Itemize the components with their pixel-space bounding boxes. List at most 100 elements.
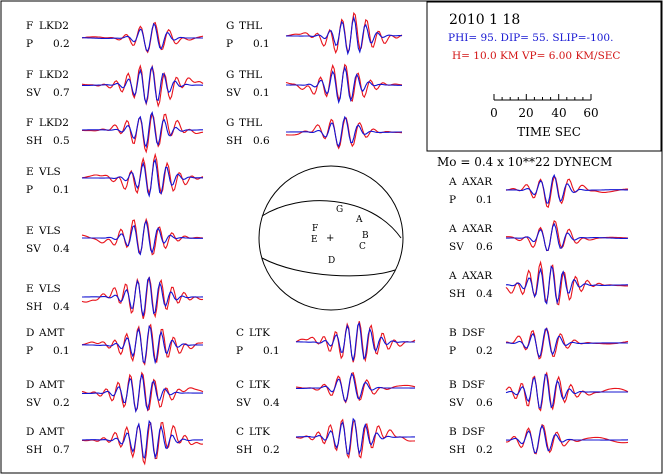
station-panel-dsf-sv: B DSF SV 0.6 bbox=[449, 371, 629, 412]
station-panel-vls-p: E VLS P 0.1 bbox=[26, 152, 204, 198]
synthetic-waveform bbox=[296, 321, 415, 361]
synthetic-waveform bbox=[82, 158, 204, 198]
mechanism-parameters: PHI= 95. DIP= 55. SLIP=-100. bbox=[448, 32, 613, 44]
station-panel-dsf-p: B DSF P 0.2 bbox=[449, 327, 629, 360]
station-letter-e: E bbox=[311, 235, 318, 245]
component-label: P bbox=[26, 184, 33, 196]
station-code: A bbox=[448, 270, 457, 282]
amplitude-label: 0.1 bbox=[253, 87, 270, 99]
synthetic-waveform bbox=[505, 265, 628, 305]
synthetic-waveform bbox=[505, 173, 629, 204]
synthetic-waveform bbox=[82, 374, 203, 414]
station-panel-lkd2-p: F LKD2 P 0.2 bbox=[26, 20, 204, 54]
station-name: THL bbox=[239, 69, 262, 81]
component-label: P bbox=[26, 38, 33, 50]
amplitude-label: 0.2 bbox=[53, 38, 70, 50]
component-label: SH bbox=[26, 135, 42, 147]
amplitude-label: 0.4 bbox=[476, 288, 493, 300]
station-letter-c: C bbox=[359, 242, 366, 252]
time-tick-0: 0 bbox=[490, 106, 498, 120]
station-panel-thl-p: G THL P 0.1 bbox=[226, 11, 403, 56]
component-label: SH bbox=[449, 444, 465, 456]
station-name: LKD2 bbox=[39, 20, 69, 32]
time-tick-40: 40 bbox=[551, 106, 566, 120]
amplitude-label: 0.4 bbox=[263, 397, 280, 409]
component-label: SV bbox=[449, 241, 464, 253]
event-date: 2010 1 18 bbox=[449, 12, 520, 28]
station-code: E bbox=[26, 283, 34, 295]
amplitude-label: 0.7 bbox=[53, 444, 70, 456]
time-tick-20: 20 bbox=[518, 106, 533, 120]
station-name: LTK bbox=[249, 426, 270, 438]
station-code: A bbox=[448, 176, 457, 188]
amplitude-label: 0.7 bbox=[53, 87, 70, 99]
observed-waveform bbox=[285, 11, 403, 55]
synthetic-waveform bbox=[506, 424, 629, 454]
station-name: AMT bbox=[38, 379, 64, 391]
amplitude-label: 0.1 bbox=[263, 345, 280, 357]
time-axis-label: TIME SEC bbox=[517, 125, 581, 139]
station-name: VLS bbox=[38, 225, 61, 237]
synthetic-waveform bbox=[82, 325, 203, 365]
station-name: AXAR bbox=[461, 223, 493, 235]
station-name: AXAR bbox=[461, 176, 493, 188]
station-name: VLS bbox=[38, 283, 61, 295]
amplitude-label: 0.1 bbox=[53, 184, 70, 196]
station-code: D bbox=[26, 379, 34, 391]
component-label: SV bbox=[26, 243, 41, 255]
observed-waveform bbox=[505, 371, 629, 412]
component-label: SH bbox=[226, 135, 242, 147]
synthetic-waveform bbox=[286, 115, 403, 148]
observed-waveform bbox=[505, 327, 629, 360]
station-code: E bbox=[26, 225, 34, 237]
station-name: AMT bbox=[38, 426, 64, 438]
station-panel-vls-sv: E VLS SV 0.4 bbox=[26, 217, 204, 256]
observed-waveform bbox=[505, 423, 629, 455]
nodal-plane-1 bbox=[261, 200, 402, 239]
amplitude-label: 0.2 bbox=[263, 444, 280, 456]
station-code: G bbox=[226, 69, 234, 81]
synthetic-waveform bbox=[296, 417, 415, 456]
station-panel-vls-sh: E VLS SH 0.4 bbox=[26, 276, 204, 319]
synthetic-waveform bbox=[506, 327, 628, 359]
observed-waveform bbox=[81, 64, 204, 108]
header-box: 2010 1 18 PHI= 95. DIP= 55. SLIP=-100. H… bbox=[426, 1, 662, 152]
component-label: SV bbox=[226, 87, 241, 99]
station-code: C bbox=[236, 379, 244, 391]
station-panel-ltk-sv: C LTK SV 0.4 bbox=[236, 372, 416, 409]
nodal-plane-2 bbox=[261, 257, 396, 277]
component-label: SV bbox=[236, 397, 251, 409]
synthetic-waveform bbox=[82, 276, 203, 317]
synthetic-waveform bbox=[286, 15, 403, 56]
amplitude-label: 0.6 bbox=[476, 241, 493, 253]
amplitude-label: 0.2 bbox=[476, 345, 493, 357]
amplitude-label: 0.4 bbox=[53, 243, 70, 255]
synthetic-waveform bbox=[506, 222, 629, 252]
station-code: F bbox=[26, 69, 33, 81]
station-name: LKD2 bbox=[39, 69, 69, 81]
synthetic-waveform bbox=[296, 372, 415, 403]
synthetic-waveform bbox=[81, 419, 204, 460]
station-letter-b: B bbox=[362, 231, 369, 241]
amplitude-label: 0.1 bbox=[476, 194, 493, 206]
station-panel-ltk-sh: C LTK SH 0.2 bbox=[236, 417, 416, 460]
station-code: G bbox=[226, 117, 234, 129]
synthetic-waveform bbox=[81, 111, 203, 149]
component-label: P bbox=[449, 345, 456, 357]
time-tick-60: 60 bbox=[583, 106, 598, 120]
station-code: C bbox=[236, 327, 244, 339]
amplitude-label: 0.6 bbox=[253, 135, 270, 147]
station-code: D bbox=[26, 327, 34, 339]
observed-waveform bbox=[506, 220, 629, 252]
station-name: DSF bbox=[462, 327, 485, 339]
station-panel-dsf-sh: B DSF SH 0.2 bbox=[449, 423, 629, 456]
observed-waveform bbox=[505, 260, 628, 306]
station-letter-d: D bbox=[328, 256, 335, 266]
station-name: AXAR bbox=[461, 270, 493, 282]
station-name: LTK bbox=[249, 327, 270, 339]
synthetic-waveform bbox=[505, 373, 628, 409]
component-label: SV bbox=[26, 87, 41, 99]
amplitude-label: 0.5 bbox=[53, 135, 70, 147]
